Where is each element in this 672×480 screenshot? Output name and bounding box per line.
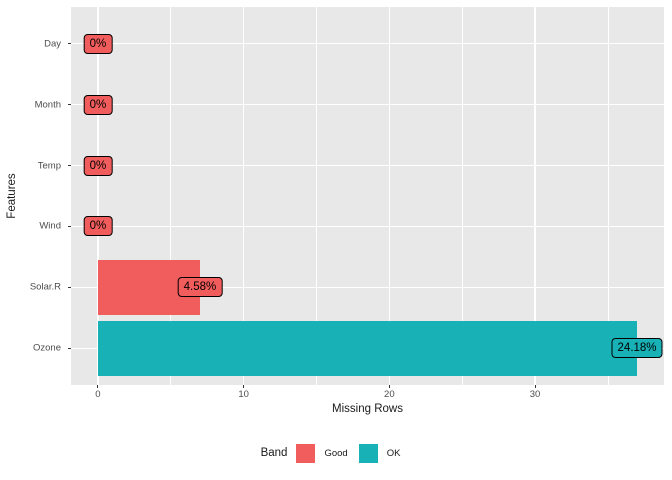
x-tick-label-30: 30 bbox=[529, 389, 541, 400]
y-tick-label-month: Month bbox=[34, 99, 61, 111]
x-tick-label-10: 10 bbox=[238, 389, 249, 400]
legend-swatch-good-icon bbox=[296, 443, 316, 463]
legend-item-ok: OK bbox=[358, 443, 401, 463]
x-tick-mark bbox=[97, 385, 99, 388]
x-tick-mark bbox=[534, 385, 536, 388]
x-axis-title: Missing Rows bbox=[332, 403, 403, 415]
y-tick-mark bbox=[68, 43, 71, 45]
y-tick-mark bbox=[68, 104, 71, 106]
bar-label-temp: 0% bbox=[83, 155, 113, 176]
gridline-minor bbox=[170, 7, 172, 385]
legend: Band Good OK bbox=[0, 440, 672, 466]
y-tick-mark bbox=[68, 225, 71, 227]
x-tick-label-20: 20 bbox=[384, 389, 395, 400]
y-tick-label-solar-r: Solar.R bbox=[29, 281, 61, 293]
x-tick-mark bbox=[243, 385, 245, 388]
legend-item-label: Good bbox=[324, 447, 348, 459]
y-axis-title: Features bbox=[6, 173, 18, 219]
gridline-major bbox=[71, 164, 664, 167]
legend-item-label: OK bbox=[386, 447, 401, 459]
legend-swatch-ok-icon bbox=[358, 443, 378, 463]
y-tick-label-temp: Temp bbox=[37, 160, 61, 172]
y-tick-label-ozone: Ozone bbox=[33, 342, 61, 354]
y-tick-label-day: Day bbox=[44, 38, 61, 50]
y-tick-mark bbox=[68, 286, 71, 288]
gridline-minor bbox=[461, 7, 463, 385]
legend-title: Band bbox=[260, 447, 288, 459]
y-tick-label-wind: Wind bbox=[39, 220, 61, 232]
bar-label-ozone: 24.18% bbox=[611, 338, 663, 359]
gridline-major bbox=[243, 7, 245, 385]
y-tick-mark bbox=[68, 165, 71, 167]
gridline-major bbox=[71, 225, 664, 228]
gridline-major bbox=[71, 286, 664, 289]
gridline-major bbox=[71, 42, 664, 45]
gridline-minor bbox=[607, 7, 609, 385]
bar-label-solar-r: 4.58% bbox=[177, 277, 223, 298]
gridline-major bbox=[71, 103, 664, 106]
x-tick-mark bbox=[388, 385, 390, 388]
x-tick-label-0: 0 bbox=[95, 389, 101, 400]
y-tick-mark bbox=[68, 347, 71, 349]
bar-label-wind: 0% bbox=[83, 216, 113, 237]
gridline-minor bbox=[316, 7, 318, 385]
bar-ozone bbox=[97, 320, 638, 376]
gridline-major bbox=[534, 7, 536, 385]
bar-label-day: 0% bbox=[83, 33, 113, 54]
gridline-major bbox=[388, 7, 390, 385]
legend-item-good: Good bbox=[296, 443, 348, 463]
gridline-major bbox=[97, 7, 99, 385]
bar-label-month: 0% bbox=[83, 94, 113, 115]
